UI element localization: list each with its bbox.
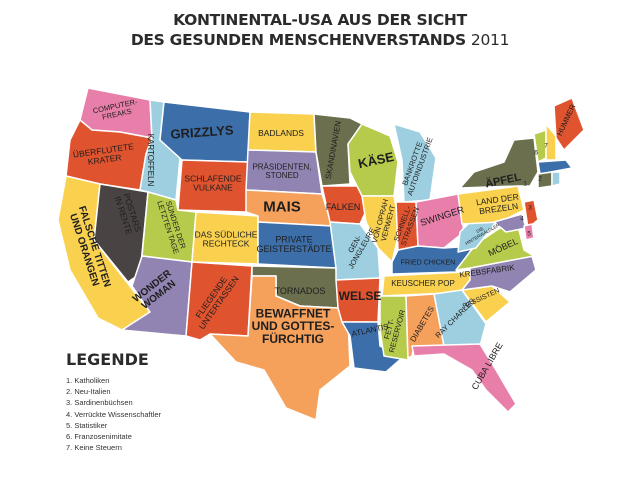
label-n1-line: 1 [523, 180, 527, 187]
legend-item: 3. Sardinenbüchsen [66, 398, 133, 408]
label-nd: BADLANDS [258, 128, 304, 138]
label-co: DAS SÜDLICHE RECHTECK [195, 229, 258, 248]
label-ok-line: TORNADOS [275, 286, 326, 296]
label-wv-line: DIE [475, 226, 484, 234]
label-n5-line: 5 [527, 230, 531, 237]
label-tx-line: UND GOTTES- [252, 319, 335, 333]
label-n7: 7 [544, 142, 548, 149]
label-ks: PRIVATE GEISTERSTÄDTE [256, 234, 331, 254]
state-oh [415, 193, 465, 249]
state-ma [537, 159, 573, 175]
state-me [553, 97, 585, 151]
state-nc [461, 255, 537, 293]
label-tx-line: BEWAFFNET [256, 306, 331, 320]
label-wy: SCHLAFENDE VULKANE [184, 173, 241, 192]
state-la [341, 321, 403, 373]
label-sd-line: STONED [265, 171, 298, 180]
label-ne-line: MAIS [263, 198, 301, 215]
legend-item: 1. Katholiken [66, 376, 110, 385]
label-ky: FRIED CHICKEN [401, 259, 455, 266]
legend-item: 4. Verrückte Wissenschaftler [66, 409, 162, 419]
label-id-line: KARTOFFELN [146, 134, 155, 187]
label-ky-line: FRIED CHICKEN [401, 259, 455, 266]
state-tx [209, 275, 351, 421]
state-ri [551, 171, 561, 187]
state-pa [457, 185, 525, 225]
label-ok: TORNADOS [275, 286, 326, 296]
legend: LEGENDE 1. Katholiken 2. Neu-Italien 3. Sa… [66, 350, 161, 453]
label-n7-line: 7 [544, 142, 548, 149]
label-co-line: RECHTECK [203, 239, 250, 249]
label-wi: KÄSE [357, 149, 396, 171]
label-or-line: KRATER [87, 152, 122, 167]
legend-item: 5. Statistiker [66, 420, 108, 430]
label-wi-line: KÄSE [357, 149, 396, 171]
states [57, 87, 585, 421]
state-ms [379, 295, 409, 361]
label-n6: 6 [534, 149, 538, 156]
label-ks-line: GEISTERSTÄDTE [256, 244, 331, 254]
label-tn-line: KEUSCHER POP [391, 279, 455, 288]
label-tx: BEWAFFNET UND GOTTES-FÜRCHTIG [252, 306, 335, 346]
label-id: KARTOFFELN [146, 134, 155, 187]
legend-item: 2. Neu-Italien [66, 387, 111, 397]
title-year: 2011 [470, 31, 510, 49]
legend-item: 7. Keine Steuern [66, 443, 122, 453]
label-n3-line: 3 [528, 204, 532, 211]
label-n4: 4 [520, 215, 524, 222]
title-line-2: DES GESUNDEN MENSCHENVERSTANDS 2011 [0, 30, 640, 50]
label-tn: KEUSCHER POP [391, 279, 455, 288]
label-ks-line: PRIVATE [275, 234, 312, 244]
label-wy-line: SCHLAFENDE [184, 173, 241, 183]
title-line-2-text: DES GESUNDEN MENSCHENVERSTANDS [130, 31, 466, 49]
label-n2-line: 2 [538, 175, 542, 182]
map-title: KONTINENTAL-USA AUS DER SICHT DES GESUND… [0, 10, 640, 50]
label-sd-line: PRÄSIDENTEN, [252, 162, 311, 171]
label-co-line: DAS SÜDLICHE [195, 229, 258, 239]
label-mt: GRIZZLYS [170, 122, 234, 141]
label-n4-line: 4 [520, 215, 524, 222]
label-mt-line: GRIZZLYS [170, 122, 234, 141]
label-n6-line: 6 [534, 149, 538, 156]
state-ga [433, 289, 487, 347]
label-ne: MAIS [263, 198, 301, 215]
legend-item: 6. Franzosenimitate [66, 432, 132, 442]
label-n5: 5 [527, 230, 531, 237]
label-n2: 2 [538, 175, 542, 182]
label-ia: FALKEN [326, 202, 361, 212]
title-line-1: KONTINENTAL-USA AUS DER SICHT [173, 11, 467, 29]
label-n3: 3 [528, 204, 532, 211]
label-n1: 1 [523, 180, 527, 187]
label-ia-line: FALKEN [326, 202, 361, 212]
state-nj [523, 199, 539, 229]
legend-heading: LEGENDE [66, 350, 149, 369]
legend-items: 1. Katholiken 2. Neu-Italien 3. Sardinenbü… [66, 375, 161, 453]
label-wy-line: VULKANE [193, 183, 233, 193]
label-sd: PRÄSIDENTEN, STONED [252, 162, 311, 180]
label-ar: WELSE [339, 289, 382, 303]
label-ar-line: WELSE [339, 289, 382, 303]
state-fl [411, 343, 517, 413]
label-nd-line: BADLANDS [258, 128, 304, 138]
label-tx-line: FÜRCHTIG [262, 331, 324, 346]
state-de [523, 223, 535, 241]
